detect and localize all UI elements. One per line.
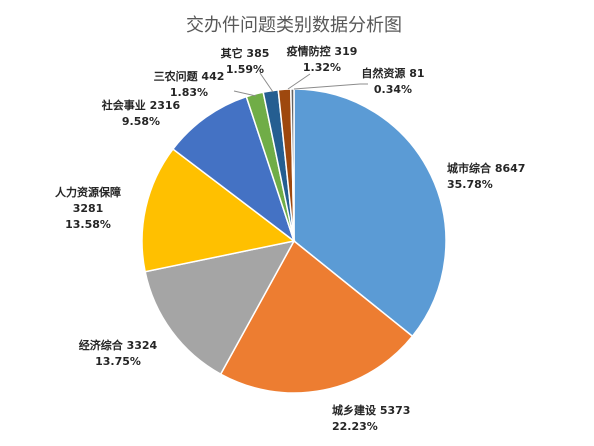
- pie-slice-4: [141, 147, 296, 273]
- data-label-4: 人力资源保障 3281 13.58%: [55, 185, 121, 231]
- data-label-6: 三农问题 442 1.83%: [154, 69, 225, 99]
- pie-slice-1: [293, 88, 447, 338]
- data-label-1: 城市综合 8647 35.78%: [447, 161, 525, 191]
- pie-slices: [141, 88, 447, 394]
- data-label-8: 疫情防控 319 1.32%: [287, 44, 358, 74]
- leader-line-7: [259, 72, 274, 93]
- pie-slice-3: [144, 239, 296, 376]
- data-label-7: 其它 385 1.59%: [221, 46, 270, 76]
- data-label-3: 经济综合 3324 13.75%: [79, 338, 158, 368]
- leader-line-8: [287, 73, 311, 90]
- leader-line-6: [233, 90, 257, 97]
- leader-line-9: [293, 83, 368, 90]
- leader-lines: [233, 72, 368, 97]
- data-labels: 城市综合 8647 35.78% 城乡建设 5373 22.23% 经济综合 3324 1…: [55, 44, 525, 433]
- chart-title: 交办件问题类别数据分析图: [186, 15, 402, 36]
- pie-slice-5: [171, 95, 296, 244]
- pie-slice-2: [219, 239, 414, 394]
- data-label-9: 自然资源 81 0.34%: [361, 66, 424, 96]
- data-label-2: 城乡建设 5373 22.23%: [332, 403, 410, 433]
- pie-slice-9: [290, 88, 295, 242]
- data-label-5: 社会事业 2316 9.58%: [101, 98, 181, 128]
